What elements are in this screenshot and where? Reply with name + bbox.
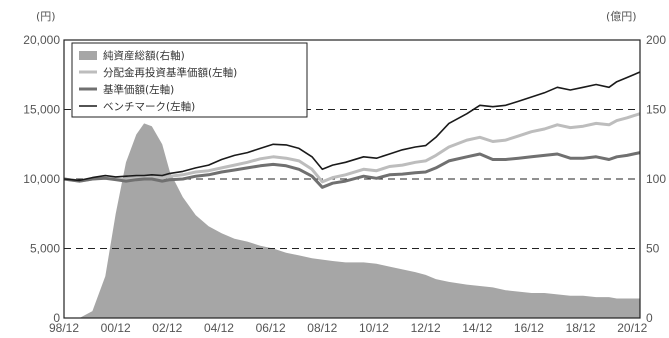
x-tick-label: 12/12 <box>411 321 441 335</box>
x-tick-label: 06/12 <box>256 321 286 335</box>
plot-area-frame <box>63 39 641 319</box>
legend-box <box>71 42 308 118</box>
left-tick-label: 5,000 <box>30 242 60 256</box>
x-tick-label: 04/12 <box>204 321 234 335</box>
x-tick-label: 14/12 <box>462 321 492 335</box>
legend: 純資産総額(右軸) 分配金再投資基準価額(左軸) 基準価額(左軸) ベンチマーク… <box>71 42 308 118</box>
x-tick-label: 98/12 <box>49 321 79 335</box>
left-tick-label: 20,000 <box>23 33 60 47</box>
right-tick-label: 150 <box>646 103 666 117</box>
left-tick-label: 15,000 <box>23 103 60 117</box>
right-tick-label: 200 <box>646 33 666 47</box>
x-tick-label: 16/12 <box>514 321 544 335</box>
right-tick-label: 50 <box>646 242 660 256</box>
series-line-benchmark <box>63 71 641 182</box>
left-axis-ticks: 0 5,000 10,000 15,000 20,000 <box>23 33 60 325</box>
series-area-net-assets <box>64 123 640 319</box>
price-lines-layer <box>63 71 641 189</box>
legend-swatch-net-assets <box>79 51 97 60</box>
legend-entry-reinvested-nav: 分配金再投資基準価額(左軸) <box>103 66 237 79</box>
x-axis-ticks: 98/12 00/12 02/12 04/12 06/12 08/12 10/12 12/12… <box>49 321 648 335</box>
left-tick-label: 10,000 <box>23 172 60 186</box>
right-axis-ticks: 0 50 100 150 200 <box>646 33 666 325</box>
right-axis-unit: (億円) <box>606 10 637 23</box>
x-tick-label: 18/12 <box>566 321 596 335</box>
left-tick-label: 0 <box>53 311 60 325</box>
series-line-reinvested-nav <box>63 112 641 184</box>
right-tick-label: 100 <box>646 172 666 186</box>
series-line-nav <box>63 151 641 189</box>
legend-entry-benchmark: ベンチマーク(左軸) <box>103 100 195 113</box>
x-tick-label: 20/12 <box>617 321 647 335</box>
right-tick-label: 0 <box>646 311 653 325</box>
x-tick-label: 10/12 <box>359 321 389 335</box>
legend-entry-net-assets: 純資産総額(右軸) <box>103 49 185 62</box>
net-assets-area-layer <box>64 123 640 319</box>
legend-entry-nav: 基準価額(左軸) <box>103 83 174 96</box>
x-tick-label: 08/12 <box>307 321 337 335</box>
left-axis-unit: (円) <box>36 10 56 23</box>
x-tick-label: 02/12 <box>152 321 182 335</box>
x-tick-label: 00/12 <box>101 321 131 335</box>
